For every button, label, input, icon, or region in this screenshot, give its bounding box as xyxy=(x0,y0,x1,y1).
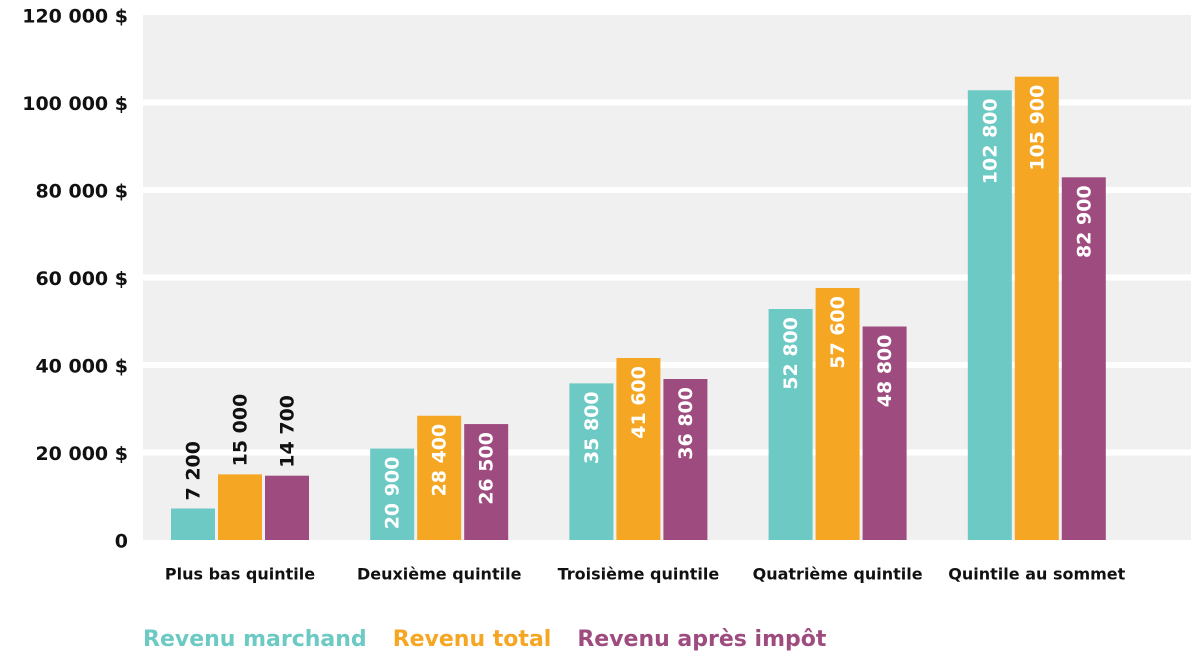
value-label: 105 900 xyxy=(1026,85,1048,171)
x-tick-label: Quatrième quintile xyxy=(753,565,923,584)
value-label: 52 800 xyxy=(780,317,802,390)
y-tick-label: 100 000 $ xyxy=(22,93,128,115)
bar xyxy=(815,288,860,540)
value-label: 57 600 xyxy=(827,296,849,369)
x-tick-label: Deuxième quintile xyxy=(357,565,522,584)
y-tick-label: 60 000 $ xyxy=(35,268,128,290)
y-tick-label: 80 000 $ xyxy=(35,181,128,203)
bar xyxy=(967,90,1012,540)
bar xyxy=(218,474,262,540)
bar xyxy=(862,326,907,540)
bar xyxy=(569,383,614,540)
bar xyxy=(265,475,309,540)
value-label: 82 900 xyxy=(1073,185,1095,258)
bar xyxy=(616,358,661,540)
value-label: 36 800 xyxy=(675,387,697,460)
bar xyxy=(768,309,813,540)
value-label: 35 800 xyxy=(581,391,603,464)
value-label: 41 600 xyxy=(628,366,650,439)
legend-entry: Revenu total xyxy=(393,627,552,652)
bar xyxy=(663,379,708,540)
value-label: 28 400 xyxy=(429,424,451,497)
value-label: 15 000 xyxy=(230,394,252,467)
bar xyxy=(1061,177,1106,540)
bar xyxy=(464,424,509,540)
value-label: 102 800 xyxy=(979,98,1001,184)
bar xyxy=(171,508,215,540)
legend-entry: Revenu après impôt xyxy=(577,627,827,652)
bar xyxy=(417,415,462,540)
value-label: 20 900 xyxy=(382,457,404,530)
x-tick-label: Quintile au sommet xyxy=(948,565,1125,584)
legend-entry: Revenu marchand xyxy=(143,627,367,652)
bar xyxy=(1014,76,1059,540)
value-label: 48 800 xyxy=(874,335,896,408)
x-tick-label: Troisième quintile xyxy=(558,565,720,584)
value-label: 14 700 xyxy=(277,395,299,468)
y-tick-label: 20 000 $ xyxy=(35,443,128,465)
value-label: 26 500 xyxy=(476,432,498,505)
bar xyxy=(370,448,415,540)
y-tick-label: 120 000 $ xyxy=(22,6,128,28)
y-tick-label: 40 000 $ xyxy=(35,356,128,378)
y-tick-label: 0 xyxy=(115,531,128,553)
x-tick-label: Plus bas quintile xyxy=(165,565,315,584)
value-label: 7 200 xyxy=(183,441,205,501)
